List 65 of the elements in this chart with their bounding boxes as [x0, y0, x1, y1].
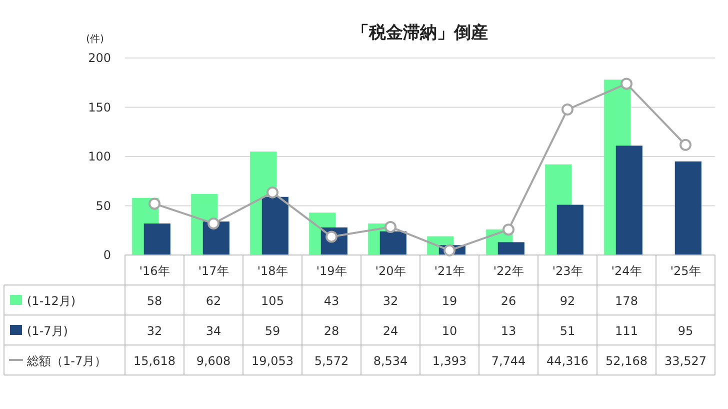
- x-tick-label: '24年: [611, 264, 642, 278]
- data-label: 24: [382, 324, 398, 338]
- data-label: 52,168: [606, 354, 648, 368]
- point: [384, 220, 396, 233]
- data-label: 32: [146, 324, 162, 338]
- data-label: 10: [442, 324, 458, 338]
- x-tick-label: '25年: [670, 264, 701, 278]
- point: [680, 138, 692, 151]
- legend-label: 総額（1-7月）: [26, 354, 107, 368]
- bar: [556, 204, 584, 255]
- point: [562, 103, 574, 116]
- data-label: 92: [560, 294, 576, 308]
- bar: [616, 146, 642, 255]
- point: [620, 78, 632, 90]
- data-label: 1,393: [432, 354, 467, 368]
- x-tick-label: '17年: [198, 264, 229, 278]
- point: [444, 244, 456, 256]
- data-label: 62: [206, 294, 222, 308]
- bar: [262, 196, 288, 255]
- data-label: 32: [382, 294, 398, 308]
- data-label: 105: [261, 294, 284, 308]
- bar: [498, 242, 524, 255]
- y-tick-label: 0: [103, 248, 111, 262]
- x-tick-label: '22年: [493, 264, 524, 278]
- y-axis-title: (件): [86, 34, 104, 45]
- data-label: 95: [678, 324, 694, 338]
- point: [208, 217, 220, 230]
- x-tick-label: '23年: [552, 264, 583, 278]
- data-label: 178: [615, 294, 638, 308]
- chart-title: 「税金滞納」倒産: [352, 23, 488, 43]
- legend-label: (1-7月): [27, 324, 68, 338]
- data-label: 44,316: [546, 354, 588, 368]
- point: [148, 198, 160, 210]
- data-label: 28: [324, 324, 340, 338]
- data-label: 5,572: [314, 354, 349, 368]
- data-label: 19: [442, 294, 458, 308]
- legend-label: (1-12月): [27, 294, 76, 308]
- data-label: 33,527: [664, 354, 706, 368]
- point: [266, 186, 278, 198]
- y-tick-label: 200: [88, 51, 111, 65]
- x-tick-label: '18年: [257, 264, 288, 278]
- x-tick-label: '19年: [316, 264, 347, 278]
- data-label: 59: [264, 324, 280, 338]
- data-label: 15,618: [134, 354, 176, 368]
- data-label: 7,744: [491, 354, 526, 368]
- data-label: 43: [324, 294, 340, 308]
- bar: [144, 223, 170, 255]
- data-label: 19,053: [252, 354, 294, 368]
- data-label: 111: [615, 324, 638, 338]
- data-label: 9,608: [196, 354, 231, 368]
- y-tick-label: 100: [88, 150, 111, 164]
- data-label: 13: [500, 324, 516, 338]
- bar: [380, 231, 406, 255]
- point: [502, 224, 514, 236]
- data-label: 26: [500, 294, 516, 308]
- y-tick-label: 150: [88, 100, 111, 114]
- x-tick-label: '20年: [375, 264, 406, 278]
- x-tick-label: '16年: [139, 264, 170, 278]
- x-tick-label: '21年: [434, 264, 465, 278]
- data-label: 51: [560, 324, 576, 338]
- bar: [674, 161, 702, 255]
- data-label: 8,534: [373, 354, 408, 368]
- data-label: 34: [206, 324, 222, 338]
- data-label: 58: [146, 294, 162, 308]
- y-tick-label: 50: [96, 198, 111, 213]
